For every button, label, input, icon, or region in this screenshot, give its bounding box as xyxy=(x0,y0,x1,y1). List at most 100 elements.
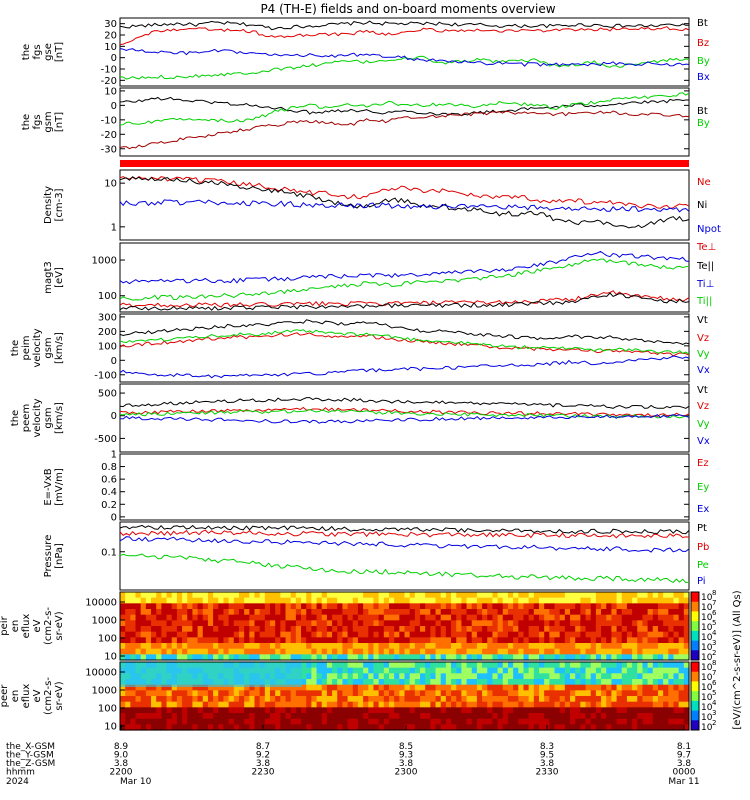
colorbar-title: [eV/(cm^2-s-sr-eV)] (All Qs) xyxy=(732,590,743,729)
legend-label: By xyxy=(697,56,710,67)
x-row-value: 8.7 xyxy=(256,742,270,752)
y-tick-label: -20 xyxy=(101,76,117,87)
y-tick-label: 0 xyxy=(111,101,117,112)
colorbar-tick-exponent: 6 xyxy=(712,609,717,617)
y-tick-label: 10 xyxy=(104,722,117,733)
series-line-Bz xyxy=(119,110,690,150)
x-row-value: 8.3 xyxy=(540,742,554,752)
series-line-Bt xyxy=(119,20,689,31)
colorbar-tick-exponent: 8 xyxy=(712,589,716,597)
x-axis-labels: the_X-GSM 8.9 8.7 8.5 8.3 8.1 the_Y-GSM 9.0 9.2 9… xyxy=(6,725,700,787)
y-tick-label: 20 xyxy=(104,31,117,42)
y-tick-label: 1000 xyxy=(92,686,117,697)
panel-frame xyxy=(119,87,690,157)
legend-label: Ez xyxy=(697,458,709,469)
colorbar-tick-exponent: 8 xyxy=(712,659,716,667)
spectrogram-cells xyxy=(120,662,690,731)
colorbar-tick-exponent: 3 xyxy=(712,639,716,647)
colorbar-tick-exponent: 7 xyxy=(712,669,716,677)
panel-frame xyxy=(119,242,690,313)
panel-8: Pressure[nPa] 0.1 Pt Pb Pe Pi xyxy=(43,521,709,591)
y-tick-label: 0.6 xyxy=(101,475,117,486)
y-tick-label: 0.8 xyxy=(101,462,117,473)
x-row-value: 2330 xyxy=(536,768,559,778)
colorbar-frame xyxy=(690,661,700,731)
colorbar-tick-exponent: 2 xyxy=(712,649,716,657)
x-row-value: 0000 xyxy=(673,768,696,778)
y-tick-label: 0.2 xyxy=(101,500,117,511)
y-tick-label: 500 xyxy=(98,389,117,400)
series-line-Bx xyxy=(119,48,690,67)
colorbar-tick-label: 10 xyxy=(701,603,713,613)
x-row-value: 8.9 xyxy=(114,742,129,752)
panel-frame xyxy=(119,453,690,521)
series-line-Vz xyxy=(119,406,690,417)
panel-frame xyxy=(119,17,690,87)
x-row-value: 8.1 xyxy=(677,742,691,752)
series-group xyxy=(119,92,690,150)
colorbar-tick-label: 10 xyxy=(701,643,713,653)
y-axis-label: Pressure[nPa] xyxy=(43,535,65,578)
colorbar-tick-label: 10 xyxy=(701,593,713,603)
colorbar-tick-label: 10 xyxy=(701,663,713,673)
legend-label: Pb xyxy=(697,542,709,553)
y-tick-label: 10 xyxy=(104,86,117,97)
plot-title: P4 (TH-E) fields and on-board moments ov… xyxy=(260,2,555,16)
series-line-Pi xyxy=(119,536,690,553)
series-line-Bz xyxy=(119,26,690,46)
series-line-Ti|| xyxy=(119,258,690,301)
series-line-Npot xyxy=(119,199,690,213)
series-line-Ti⊥ xyxy=(119,250,690,285)
colorbar-tick-label: 10 xyxy=(701,723,713,733)
series-group xyxy=(119,319,690,379)
y-tick-label: 1000 xyxy=(92,616,117,627)
x-row-label: the_Z-GSM xyxy=(6,759,55,769)
series-line-Vz xyxy=(119,332,690,357)
y-tick-label: 10 xyxy=(104,42,117,53)
legend-label: Vy xyxy=(697,349,710,360)
series-line-Vx xyxy=(119,355,690,379)
legend-label: Ti⊥ xyxy=(696,279,714,290)
y-tick-label: 0 xyxy=(111,53,117,64)
y-tick-label: 30 xyxy=(104,19,117,30)
x-row-value: 9.0 xyxy=(114,751,129,761)
legend-label: Bt xyxy=(697,106,708,117)
legend-label: Ti|| xyxy=(696,296,712,307)
colorbar-tick-label: 10 xyxy=(701,633,713,643)
series-line-Te|| xyxy=(119,292,690,311)
x-row-value: 9.7 xyxy=(677,751,691,761)
x-row-value: 3.8 xyxy=(677,759,692,769)
series-group xyxy=(119,397,690,424)
colorbar-tick-exponent: 3 xyxy=(712,709,716,717)
colorbar-tick-label: 10 xyxy=(701,703,713,713)
colorbar-tick-exponent: 5 xyxy=(712,689,716,697)
y-axis-label: thepeirenefluxeV(cm2-s-sr-eV) xyxy=(0,607,65,645)
legend-label: Bx xyxy=(697,72,710,83)
x-row-value: 9.5 xyxy=(540,751,554,761)
legend-label: Npot xyxy=(697,224,721,235)
y-axis-label: thefgsgsm[nT] xyxy=(21,111,65,132)
colorbar-tick-label: 10 xyxy=(701,673,713,683)
legend-label: Te⊥ xyxy=(696,242,716,253)
x-year: 2024 xyxy=(6,777,29,787)
colorbar-tick-exponent: 6 xyxy=(712,679,717,687)
y-tick-label: -500 xyxy=(94,434,117,445)
y-tick-label: 100 xyxy=(98,704,117,715)
x-row-value: 2230 xyxy=(252,768,275,778)
y-tick-label: 10 xyxy=(104,652,117,663)
y-tick-label: 0 xyxy=(111,356,117,367)
x-row-value: 3.8 xyxy=(256,759,271,769)
legend-label: Vt xyxy=(697,385,708,396)
y-tick-label: 10000 xyxy=(85,598,117,609)
legend-label: Vz xyxy=(697,333,709,344)
colorbar-tick-label: 10 xyxy=(701,693,713,703)
y-tick-label: 10 xyxy=(104,179,117,190)
y-axis-label: thepeimvelocitygsm[km/s] xyxy=(10,328,65,367)
spectrogram-cells xyxy=(120,592,690,661)
colorbars: 10 810 710 610 510 410 310 210 810 710 610 510 410 31… xyxy=(690,589,743,733)
y-axis-label: thefgsgse[nT] xyxy=(21,42,65,62)
series-line-Ne xyxy=(119,175,690,210)
colorbar-tick-label: 10 xyxy=(701,683,713,693)
